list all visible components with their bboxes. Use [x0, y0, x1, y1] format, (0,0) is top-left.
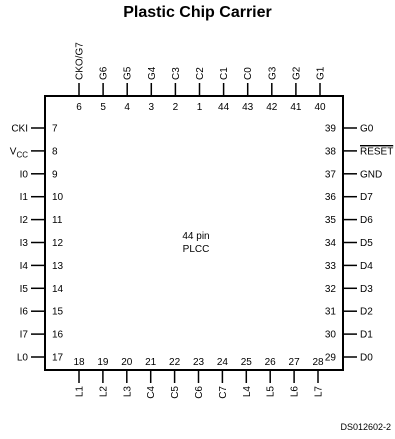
pin-signal-label: C6 [194, 386, 205, 399]
pin-number: 36 [325, 192, 337, 203]
pin-signal-label: I5 [20, 284, 29, 295]
pin-number: 15 [52, 307, 64, 318]
pin-number: 17 [52, 353, 64, 364]
pin-signal-label: CKI [11, 124, 28, 135]
pin-number: 6 [76, 102, 82, 113]
pin-signal-label: I4 [20, 261, 29, 272]
pin-number: 44 [218, 102, 230, 113]
diagram-title: Plastic Chip Carrier [123, 4, 272, 21]
pin-number: 4 [124, 102, 130, 113]
pin-signal-label: L6 [290, 386, 301, 398]
pin-signal-label: G6 [99, 66, 110, 80]
pin-number: 33 [325, 261, 337, 272]
pin-number: 8 [52, 146, 58, 157]
pin-number: 21 [145, 357, 157, 368]
pin-number: 30 [325, 330, 337, 341]
pin-signal-label: D5 [360, 238, 373, 249]
pin-signal-label: G0 [360, 124, 374, 135]
pin-signal-label: L5 [266, 386, 277, 398]
pin-number: 35 [325, 215, 337, 226]
pin-number: 37 [325, 169, 337, 180]
pin-signal-label: D7 [360, 192, 373, 203]
pin-number: 9 [52, 169, 58, 180]
pin-signal-label: G1 [316, 66, 327, 80]
pin-number: 24 [217, 357, 229, 368]
pin-signal-label: RESET [360, 146, 393, 157]
pin-number: 14 [52, 284, 64, 295]
pin-number: 26 [265, 357, 277, 368]
pin-signal-label: G4 [147, 66, 158, 80]
pin-signal-label: I1 [20, 192, 29, 203]
pin-signal-label: I7 [20, 330, 29, 341]
pin-signal-label: C4 [146, 386, 157, 399]
pin-number: 22 [169, 357, 181, 368]
pin-number: 3 [149, 102, 155, 113]
pin-number: 29 [325, 353, 337, 364]
pin-number: 40 [314, 102, 326, 113]
pin-signal-label: C0 [243, 67, 254, 80]
pin-number: 41 [290, 102, 302, 113]
pin-number: 28 [312, 357, 324, 368]
pin-number: 11 [52, 215, 63, 226]
package-pin-count: 44 pin [182, 231, 209, 242]
pin-number: 19 [97, 357, 109, 368]
pin-number: 1 [197, 102, 203, 113]
pin-signal-label: D4 [360, 261, 373, 272]
pin-signal-label: I6 [20, 307, 29, 318]
pin-number: 2 [173, 102, 179, 113]
pin-signal-label: L3 [122, 386, 133, 398]
chip-body [44, 95, 344, 371]
pin-signal-label: G2 [291, 66, 302, 80]
pins-layer: 6 CKO/G7 5 G6 4 G5 3 G4 2 C3 1 C2 44 C1 43 C0 42 G3 41 G2 40… [10, 42, 394, 399]
pin-signal-label: CKO/G7 [75, 42, 86, 80]
pin-signal-label: C1 [219, 67, 230, 80]
pin-signal-label: D0 [360, 353, 373, 364]
pin-number: 34 [325, 238, 337, 249]
pin-signal-label: VCC [10, 146, 28, 159]
pin-number: 12 [52, 238, 64, 249]
figure-id: DS012602-2 [340, 422, 391, 432]
pin-number: 25 [241, 357, 253, 368]
pin-number: 13 [52, 261, 64, 272]
pin-signal-label: G5 [123, 66, 134, 80]
pin-signal-label: D2 [360, 307, 373, 318]
pin-number: 32 [325, 284, 337, 295]
pin-signal-label: D6 [360, 215, 373, 226]
pin-number: 23 [193, 357, 205, 368]
pin-number: 39 [325, 124, 337, 135]
pin-number: 18 [73, 357, 85, 368]
pin-signal-label: D1 [360, 330, 373, 341]
pin-number: 31 [325, 307, 337, 318]
pin-signal-label: I3 [20, 238, 29, 249]
pin-signal-label: L0 [17, 353, 29, 364]
pin-number: 10 [52, 192, 64, 203]
pin-signal-label: I2 [20, 215, 29, 226]
pin-number: 20 [121, 357, 133, 368]
pin-signal-label: L7 [314, 386, 325, 398]
pin-signal-label: L4 [242, 386, 253, 398]
pin-number: 16 [52, 330, 64, 341]
pin-signal-label: I0 [20, 169, 29, 180]
pin-number: 27 [289, 357, 301, 368]
pin-signal-label: L2 [98, 386, 109, 398]
pin-signal-label: D3 [360, 284, 373, 295]
pin-signal-label: C7 [218, 386, 229, 399]
pin-signal-label: G3 [267, 66, 278, 80]
pin-number: 5 [100, 102, 106, 113]
pin-signal-label: C5 [170, 386, 181, 399]
pin-signal-label: GND [360, 169, 382, 180]
package-type: PLCC [183, 244, 210, 255]
pin-signal-subscript: CC [16, 150, 28, 159]
pin-signal-label: C3 [171, 67, 182, 80]
pin-number: 42 [266, 102, 278, 113]
pin-number: 43 [242, 102, 254, 113]
pin-number: 7 [52, 124, 58, 135]
pin-number: 38 [325, 146, 337, 157]
pin-signal-label: L1 [75, 386, 86, 398]
pin-signal-label: C2 [195, 67, 206, 80]
